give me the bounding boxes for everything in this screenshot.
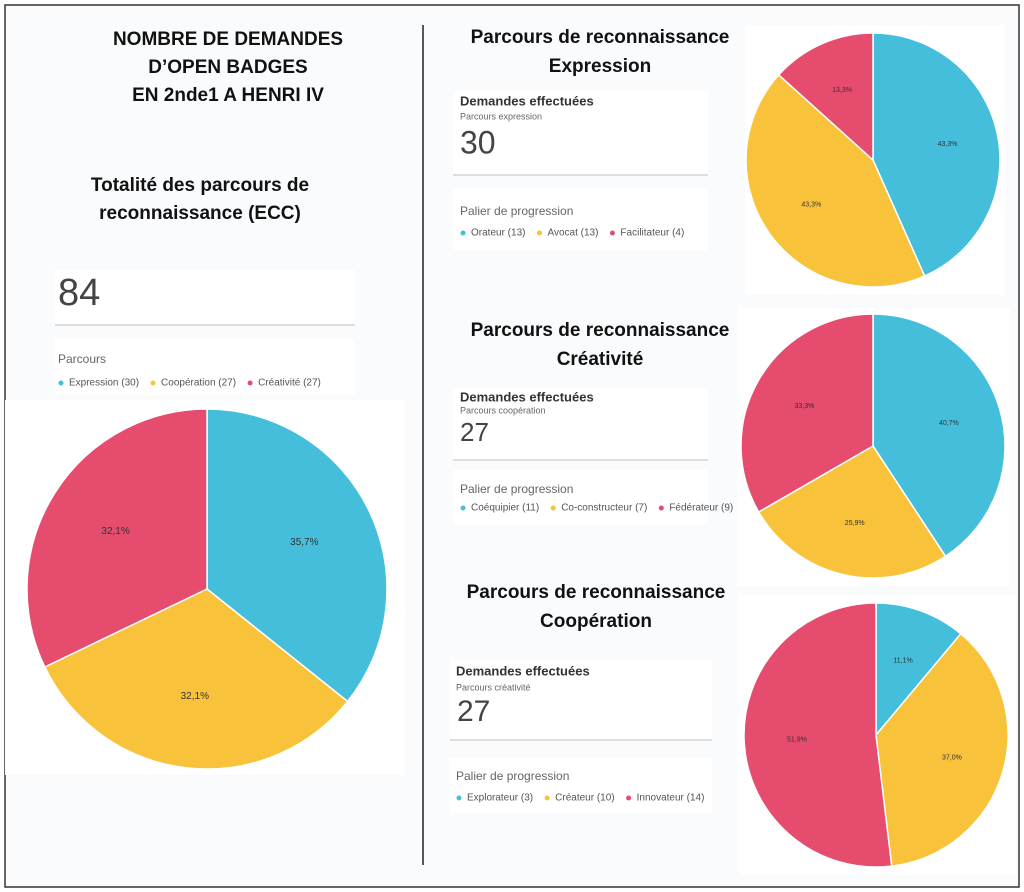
legend-swatch — [626, 795, 632, 801]
legend-label: Innovateur (14) — [637, 793, 705, 804]
total-count: 27 — [457, 695, 490, 728]
legend-label: Avocat (13) — [547, 228, 598, 239]
card-subtitle: Parcours coopération — [460, 405, 546, 415]
slice-label: 32,1% — [101, 526, 129, 537]
chart-title: Totalité des parcours de — [91, 175, 309, 196]
legend-swatch — [460, 505, 466, 511]
summary-card — [450, 660, 712, 740]
legend-title: Palier de progression — [460, 204, 573, 218]
card-subtitle: Parcours créativité — [456, 682, 531, 692]
slice-label: 13,3% — [832, 87, 852, 94]
legend-title: Palier de progression — [456, 769, 569, 783]
legend-label: Co-constructeur (7) — [561, 503, 647, 514]
legend-swatch — [460, 230, 466, 236]
pie-slice — [875, 602, 962, 738]
legend-swatch — [550, 505, 556, 511]
page-title: NOMBRE DE DEMANDES — [113, 29, 343, 50]
card-subtitle: Parcours expression — [460, 111, 542, 121]
pie-slice — [743, 602, 893, 868]
legend-swatch — [609, 230, 615, 236]
pie-slice — [875, 632, 1009, 867]
chart-title: Expression — [549, 56, 651, 77]
slice-label: 40,7% — [939, 420, 959, 427]
pie-slice — [745, 73, 926, 288]
chart-title: Parcours de reconnaissance — [471, 27, 730, 48]
total-count: 27 — [460, 417, 489, 447]
legend-swatch — [456, 795, 462, 801]
pie-slice — [206, 408, 388, 703]
total-count: 84 — [58, 272, 100, 314]
total-count: 30 — [460, 124, 496, 160]
chart-title: Créativité — [557, 349, 644, 370]
legend-swatch — [247, 380, 253, 386]
slice-label: 43,3% — [938, 141, 958, 148]
chart-title: reconnaissance (ECC) — [99, 203, 301, 224]
summary-card — [55, 270, 355, 325]
card-title: Demandes effectuées — [460, 93, 594, 108]
legend-label: Créativité (27) — [258, 378, 321, 389]
pie-slice — [43, 588, 349, 770]
page-title: EN 2nde1 A HENRI IV — [132, 85, 324, 106]
legend-label: Fédérateur (9) — [669, 503, 733, 514]
legend-swatch — [58, 380, 64, 386]
chart-title: Parcours de reconnaissance — [471, 320, 730, 341]
legend-label: Expression (30) — [69, 378, 139, 389]
pie-slice — [757, 444, 947, 579]
legend-label: Orateur (13) — [471, 228, 525, 239]
slice-label: 32,1% — [181, 691, 209, 702]
card-title: Demandes effectuées — [456, 663, 590, 678]
legend-label: Explorateur (3) — [467, 793, 533, 804]
legend-label: Coopération (27) — [161, 378, 236, 389]
legend-card — [453, 470, 708, 525]
legend-card — [450, 758, 712, 813]
legend-label: Coéquipier (11) — [471, 503, 539, 514]
legend-swatch — [658, 505, 664, 511]
slice-label: 11,1% — [893, 657, 912, 664]
pie-slice — [872, 32, 1001, 278]
page-title: D’OPEN BADGES — [148, 57, 307, 78]
pie-slice — [740, 313, 874, 514]
slice-label: 51,9% — [787, 737, 807, 744]
legend-swatch — [150, 380, 156, 386]
legend-card — [453, 188, 708, 250]
pie-slice — [26, 408, 208, 668]
legend-label: Créateur (10) — [555, 793, 614, 804]
chart-title: Coopération — [540, 611, 652, 632]
slice-label: 33,3% — [794, 403, 814, 410]
slice-label: 37,0% — [942, 754, 962, 761]
slice-label: 35,7% — [290, 537, 318, 548]
legend-card — [55, 338, 355, 395]
summary-card — [453, 90, 708, 175]
legend-swatch — [544, 795, 550, 801]
legend-title: Palier de progression — [460, 482, 573, 496]
pie-slice — [777, 32, 874, 162]
legend-label: Facilitateur (4) — [620, 228, 684, 239]
summary-card — [453, 388, 708, 460]
legend-title: Parcours — [58, 352, 106, 366]
chart-title: Parcours de reconnaissance — [467, 582, 726, 603]
slice-label: 25,9% — [845, 520, 865, 527]
legend-swatch — [536, 230, 542, 236]
slice-label: 43,3% — [801, 202, 821, 209]
card-title: Demandes effectuées — [460, 389, 594, 404]
